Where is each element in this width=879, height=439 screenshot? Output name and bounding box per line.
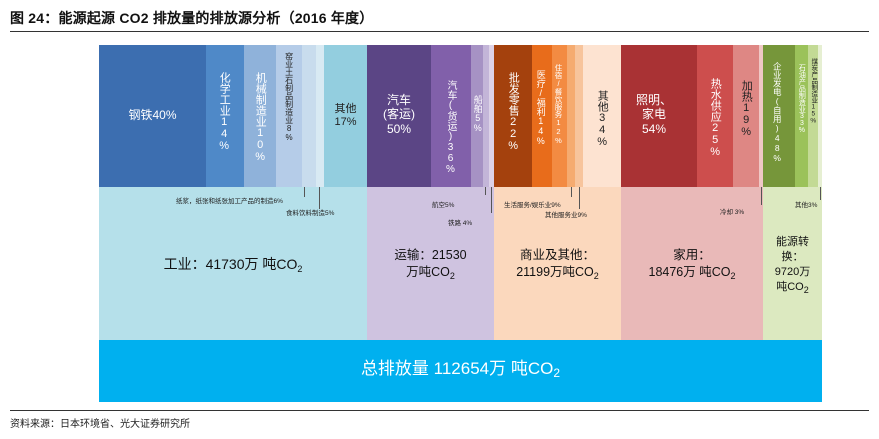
industry-chemical	[206, 45, 244, 187]
industry-machinery	[244, 45, 276, 187]
sector-commercial	[494, 187, 621, 340]
cool-annotation: 冷却 3%	[720, 209, 745, 216]
energy-other-annotation: 其他3%	[795, 202, 818, 209]
energy-total-label: 能源转 换： 9720万 吨CO2	[774, 236, 811, 295]
transport-ship-label: 船舶5%	[472, 95, 483, 133]
transport-truck	[431, 45, 471, 187]
air-leader	[485, 187, 486, 195]
industry-other-label: 其他 17%	[334, 103, 357, 129]
transport-rail	[489, 45, 494, 187]
food-annotation: 食料饮料制造5%	[286, 210, 335, 217]
food-leader	[319, 187, 320, 209]
industry-other	[324, 45, 367, 187]
life-leader	[571, 187, 572, 197]
household-heat-label: 加热19%	[740, 80, 753, 138]
otherserv-leader	[579, 187, 580, 209]
otherserv-annotation: 其他服务业9%	[545, 212, 587, 219]
paper-leader	[304, 187, 305, 197]
commercial-other-label: 其他34%	[596, 90, 609, 148]
sector-household	[621, 187, 763, 340]
commercial-total-label: 商业及其他： 21199万吨CO2	[516, 248, 599, 281]
transport-air	[483, 45, 489, 187]
commercial-other	[583, 45, 621, 187]
transport-ship	[471, 45, 483, 187]
transport-car	[367, 45, 431, 187]
household-heat	[733, 45, 759, 187]
transport-truck-label: 汽车(货运)36%	[445, 80, 456, 175]
energy-coal	[808, 45, 818, 187]
commercial-retail-label: 批发零售22%	[507, 72, 520, 152]
figure-title: 图 24：能源起源 CO2 排放量的排放源分析（2016 年度）	[10, 10, 374, 26]
energy-other-leader	[820, 187, 821, 200]
household-light	[621, 45, 697, 187]
industry-total-label: 工业：41730万 吨CO2	[163, 256, 303, 274]
rail-leader	[491, 187, 492, 213]
total-emissions-bar	[99, 340, 822, 402]
industry-steel	[99, 45, 206, 187]
energy-coal-label: 煤炭产品制造业15%	[809, 58, 817, 125]
sector-energy	[763, 187, 822, 340]
industry-food	[316, 45, 324, 187]
source-note: 资料来源：日本环境省、光大证券研究所	[10, 419, 190, 430]
transport-car-label: 汽车 (客运) 50%	[383, 93, 415, 136]
industry-ceramic-label: 窑业土石制品制造业8%	[284, 52, 294, 142]
energy-power-label: 企业发电(自用)48%	[772, 62, 783, 163]
energy-other	[818, 45, 822, 187]
life-annotation: 生活服务/娱乐业9%	[504, 202, 561, 209]
commercial-medical-label: 医疗/福利14%	[535, 70, 546, 146]
household-water-label: 热水供应25%	[709, 78, 722, 158]
household-cool	[759, 45, 763, 187]
commercial-medical	[532, 45, 552, 187]
household-water	[697, 45, 733, 187]
household-total-label: 家用： 18476万 吨CO2	[648, 248, 736, 281]
sector-industry	[99, 187, 367, 340]
paper-annotation: 纸浆，纸张和纸张加工产品的制造6%	[176, 198, 283, 205]
commercial-hotel-label: 住宿/餐饮服务12%	[554, 64, 563, 145]
bottom-rule	[10, 410, 869, 411]
commercial-life	[567, 45, 575, 187]
transport-total-label: 运输：21530 万吨CO2	[394, 248, 467, 281]
commercial-retail	[494, 45, 532, 187]
total-emissions-label: 总排放量 112654万 吨CO2	[360, 359, 561, 380]
commercial-otherserv	[575, 45, 583, 187]
energy-oil-label: 石油产品制造业33%	[798, 64, 806, 134]
industry-paper	[302, 45, 316, 187]
industry-chemical-label: 化学工业14%	[218, 72, 231, 152]
industry-steel-label: 钢铁40%	[128, 108, 177, 122]
cool-leader	[761, 187, 762, 205]
commercial-hotel	[552, 45, 567, 187]
top-rule	[10, 31, 869, 32]
air-annotation: 航空5%	[432, 202, 455, 209]
industry-machinery-label: 机械制造业10%	[254, 72, 267, 163]
energy-oil	[795, 45, 808, 187]
sector-transport	[367, 187, 494, 340]
industry-ceramic	[276, 45, 302, 187]
energy-power	[763, 45, 795, 187]
rail-annotation: 铁路 4%	[448, 220, 473, 227]
household-light-label: 照明、 家电 54%	[635, 93, 672, 136]
